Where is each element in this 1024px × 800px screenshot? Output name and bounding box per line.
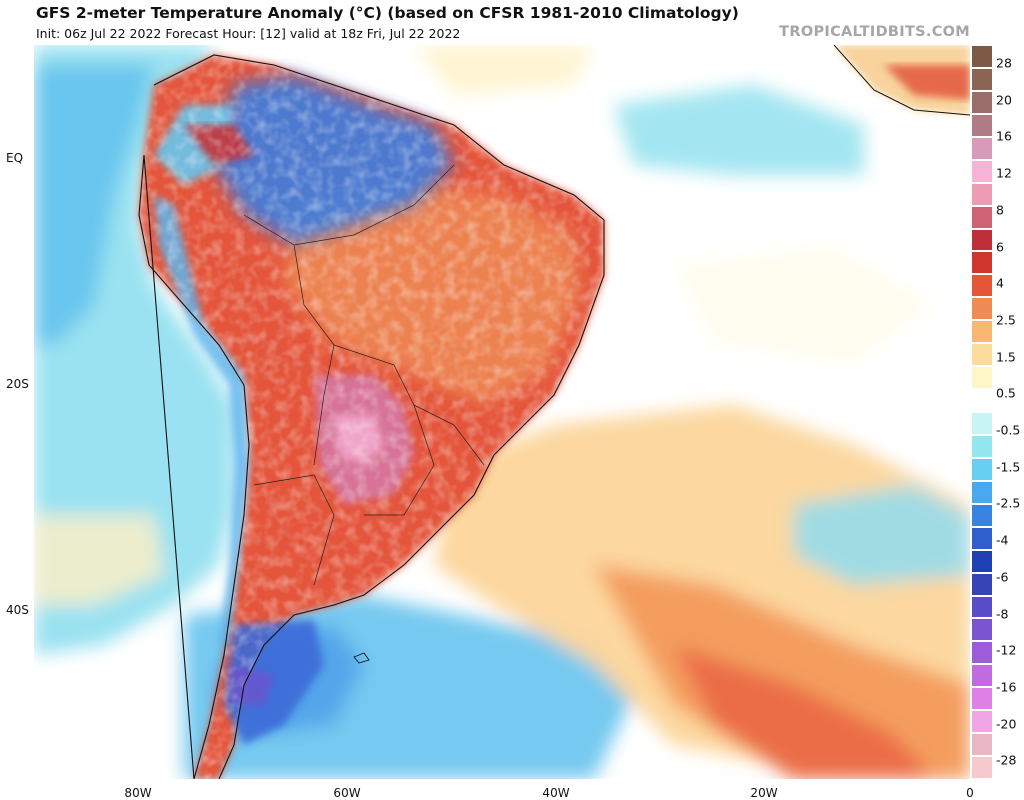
colorbar-swatch (971, 412, 993, 435)
colorbar-tick-label: 0.5 (996, 385, 1016, 401)
colorbar-swatch (971, 113, 993, 137)
south-america-landmass (138, 54, 605, 779)
colorbar-swatch (971, 67, 993, 91)
colorbar-tick-label: -28 (996, 752, 1017, 768)
lon-label-80w: 80W (124, 786, 152, 800)
colorbar-tick-label: -1.5 (996, 459, 1021, 475)
colorbar-swatch (971, 297, 993, 321)
colorbar-tick-label: -6 (996, 569, 1009, 585)
colorbar-tick-label: -20 (996, 716, 1017, 732)
colorbar-swatch (971, 641, 993, 665)
map-title: GFS 2-meter Temperature Anomaly (°C) (ba… (36, 4, 739, 22)
colorbar-swatch (971, 182, 993, 206)
colorbar-swatch (971, 687, 993, 711)
colorbar-tick-label: -16 (996, 679, 1017, 695)
colorbar-swatch (971, 457, 993, 481)
colorbar-tick-label: -2.5 (996, 495, 1021, 511)
colorbar-swatch (971, 320, 993, 344)
lon-label-0: 0 (966, 786, 974, 800)
colorbar-swatch (971, 251, 993, 275)
colorbar-swatch (971, 205, 993, 229)
colorbar-tick-label: -0.5 (996, 422, 1021, 438)
colorbar-tick-label: 16 (996, 128, 1012, 144)
lat-label-40s: 40S (6, 603, 29, 617)
forecast-info: Init: 06z Jul 22 2022 Forecast Hour: [12… (36, 26, 461, 41)
colorbar-swatch (971, 366, 993, 390)
colorbar-swatch (971, 480, 993, 504)
colorbar-swatch (971, 45, 993, 68)
colorbar-tick-label: 1.5 (996, 349, 1016, 365)
colorbar-swatch (971, 572, 993, 596)
lon-label-20w: 20W (750, 786, 778, 800)
colorbar-tick-label: 6 (996, 239, 1004, 254)
colorbar-swatch (971, 389, 993, 412)
colorbar-swatch (971, 228, 993, 252)
africa-landmass (833, 45, 970, 116)
colorbar-swatch (971, 549, 993, 573)
colorbar-tick-label: -4 (996, 532, 1009, 548)
lat-label-20s: 20S (6, 377, 29, 391)
colorbar-swatch (971, 503, 993, 527)
colorbar-swatch (971, 274, 993, 298)
colorbar-swatch (971, 618, 993, 642)
falkland-islands (353, 652, 370, 664)
colorbar-swatch (971, 595, 993, 619)
colorbar-swatch (971, 343, 993, 367)
colorbar-swatch (971, 526, 993, 550)
colorbar-tick-label: 8 (996, 202, 1004, 218)
africa-coastline (833, 45, 970, 116)
colorbar-swatch (971, 90, 993, 114)
coastline (138, 54, 605, 779)
colorbar-tick-label: -12 (996, 642, 1017, 658)
colorbar-tick-label: 4 (996, 275, 1004, 291)
colorbar-swatch (971, 733, 993, 757)
colorbar-swatch (971, 136, 993, 160)
colorbar-tick-label: -8 (996, 606, 1009, 621)
lon-label-40w: 40W (542, 786, 570, 800)
colorbar-tick-label: 2.5 (996, 312, 1016, 328)
colorbar-tick-label: 28 (996, 55, 1012, 71)
colorbar-swatch (971, 756, 993, 779)
colorbar-swatch (971, 710, 993, 734)
country-borders (243, 164, 485, 586)
colorbar-swatch (971, 664, 993, 688)
site-watermark[interactable]: TROPICALTIDBITS.COM (779, 24, 970, 40)
lat-label-eq: EQ (6, 151, 24, 165)
colorbar-tick-label: 12 (996, 165, 1012, 181)
temperature-anomaly-map (34, 45, 970, 779)
colorbar (971, 45, 993, 779)
colorbar-tick-label: 20 (996, 92, 1012, 108)
colorbar-swatch (971, 434, 993, 458)
lon-label-60w: 60W (333, 786, 361, 800)
colorbar-swatch (971, 159, 993, 183)
